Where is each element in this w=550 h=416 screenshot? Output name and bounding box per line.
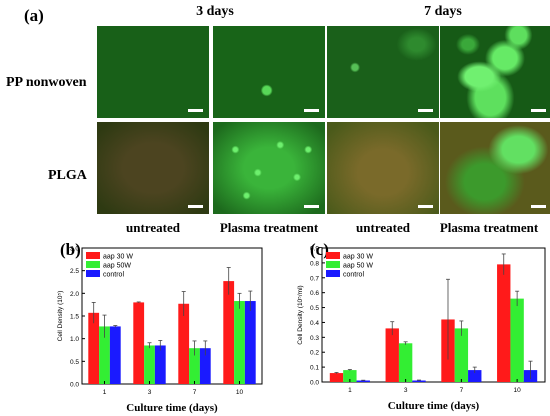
chart-b-xtick-label: 1 [103, 389, 107, 396]
caption-untreated-3d: untreated [126, 220, 180, 235]
chart-b-bar [199, 348, 211, 384]
chart-c-ytick-label: 0.3 [310, 335, 319, 342]
chart-c-ytick-label: 0.0 [310, 380, 319, 387]
chart-b-bar [144, 345, 155, 384]
chart-c-ytick-label: 0.7 [310, 275, 319, 282]
chart-c-ytick-label: 0.6 [310, 290, 319, 297]
chart-c-ytick-label: 0.2 [310, 350, 319, 357]
chart-c-bar [329, 373, 344, 382]
chart-c-legend-label: aap 30 W [343, 254, 373, 261]
scale-bar [304, 109, 319, 112]
chart-cell-density-b: 0.0 0.5 1.0 1.5 2.0 2.5 3.0 1 3 7 10 Culture time (… [57, 246, 263, 414]
caption-untreated-7d: untreated [356, 220, 410, 235]
chart-c-bar [385, 328, 399, 382]
chart-c-x-axis-title: Culture time (days) [388, 400, 480, 412]
chart-c-legend-swatch [326, 261, 340, 268]
chart-b-bar [244, 301, 256, 384]
scale-bar [418, 205, 433, 208]
chart-b-bar [234, 301, 245, 384]
chart-c-plot-frame [321, 247, 546, 383]
column-heading-7-days: 7 days [424, 4, 462, 19]
chart-b-x-axis-title: Culture time (days) [126, 402, 218, 414]
scale-bar [531, 205, 546, 208]
chart-c-ytick-label: 0.1 [310, 365, 319, 372]
chart-c-legend-label: control [343, 272, 364, 279]
chart-c-legend-label: aap 50 W [343, 263, 373, 270]
micrograph-plga-3d-untreated [97, 122, 209, 214]
chart-b-bar [154, 345, 166, 384]
chart-b-bar [223, 281, 235, 384]
chart-b-ytick-label: 2.5 [70, 268, 79, 275]
chart-b-legend-swatch [86, 261, 100, 268]
chart-b-bar [133, 302, 145, 384]
chart-c-ytick-label: 0.9 [310, 246, 319, 253]
chart-b-ytick-label: 3.0 [70, 246, 79, 253]
chart-c-xtick-label: 7 [460, 387, 464, 394]
chart-c-ytick-label: 0.8 [310, 260, 319, 267]
chart-b-bar [99, 326, 110, 384]
chart-cell-density-c: 0.0 0.1 0.2 0.3 0.4 0.5 0.6 0.7 0.8 0.9 1 3 7 10 Cultu… [297, 246, 546, 412]
chart-b-ytick-label: 1.0 [70, 336, 79, 343]
row-heading-pp-nonwoven: PP nonwoven [6, 75, 87, 90]
caption-plasma-7d: Plasma treatment [439, 220, 539, 235]
chart-b-xtick-label: 10 [236, 389, 244, 396]
micrograph-pp-3d-untreated [97, 26, 209, 118]
scale-bar [418, 109, 433, 112]
chart-b-xtick-label: 3 [148, 389, 152, 396]
scale-bar [531, 109, 546, 112]
chart-b-ytick-label: 1.5 [70, 314, 79, 321]
micrograph-pp-3d-plasma [213, 26, 325, 118]
chart-b-bar [109, 326, 121, 384]
chart-c-xtick-label: 3 [404, 387, 408, 394]
chart-b-y-axis-title: Cell Density (10⁵) [57, 291, 64, 342]
chart-c-bar [343, 370, 357, 382]
panel-a-label: (a) [24, 6, 44, 25]
scale-bar [188, 205, 203, 208]
panel-c-label: (c) [310, 240, 329, 259]
column-heading-3-days: 3 days [196, 4, 234, 19]
chart-c-xtick-label: 1 [348, 387, 352, 394]
chart-b-legend-label: control [103, 272, 124, 279]
chart-c-y-axis-title: Cell Density (10⁵/ml) [297, 285, 304, 344]
chart-c-ytick-label: 0.5 [310, 305, 319, 312]
chart-b-legend-label: aap 50W [103, 263, 131, 270]
micrograph-plga-7d-untreated [327, 122, 439, 214]
chart-c-ytick-label: 0.4 [310, 320, 319, 327]
chart-b-bar [88, 312, 100, 384]
panel-b-label: (b) [60, 240, 81, 259]
scale-bar [304, 205, 319, 208]
chart-b-bar [189, 348, 200, 384]
scale-bar [188, 109, 203, 112]
chart-b-ytick-label: 0.0 [70, 382, 79, 389]
chart-b-bar [178, 303, 190, 384]
chart-b-legend-label: aap 30 W [103, 254, 133, 261]
chart-c-xtick-label: 10 [514, 387, 522, 394]
chart-c-bar [468, 370, 482, 382]
chart-c-bar [510, 298, 524, 382]
micrograph-plga-7d-plasma [440, 122, 550, 214]
micrograph-pp-7d-plasma [440, 26, 550, 118]
chart-b-ytick-label: 0.5 [70, 359, 79, 366]
micrograph-plga-3d-plasma [213, 122, 325, 214]
chart-c-legend-swatch [326, 270, 340, 277]
chart-c-bar [398, 343, 413, 382]
chart-b-ytick-label: 2.0 [70, 291, 79, 298]
chart-c-legend-swatch [326, 252, 340, 259]
micrograph-pp-7d-untreated [327, 26, 439, 118]
row-heading-plga: PLGA [48, 168, 87, 183]
chart-b-xtick-label: 7 [193, 389, 197, 396]
chart-b-legend-swatch [86, 270, 100, 277]
chart-b-legend-swatch [86, 252, 100, 259]
chart-c-bar [356, 380, 370, 382]
chart-c-bar [454, 328, 469, 382]
caption-plasma-3d: Plasma treatment [219, 220, 319, 235]
chart-c-bar [497, 264, 511, 382]
chart-c-bar [412, 380, 426, 382]
